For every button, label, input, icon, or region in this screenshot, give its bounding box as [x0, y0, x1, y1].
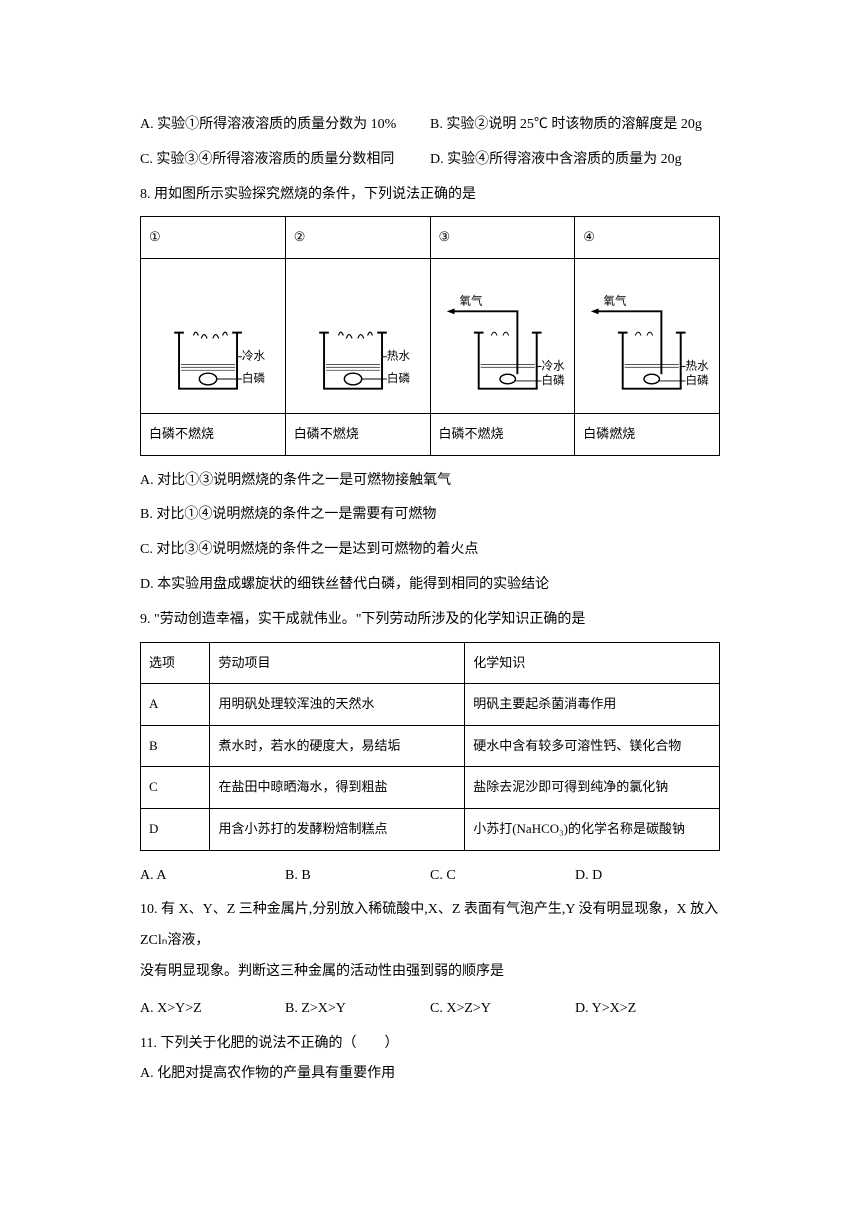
q9-a-2: 用明矾处理较浑浊的天然水 [210, 684, 465, 726]
q8-diagram-1: 冷水 白磷 [141, 258, 286, 413]
q8-option-d: D. 本实验用盘成螺旋状的细铁丝替代白磷，能得到相同的实验结论 [140, 570, 720, 601]
q9-c-1: C [141, 767, 210, 809]
q8-h3: ③ [430, 217, 575, 259]
q9-table: 选项 劳动项目 化学知识 A 用明矾处理较浑浊的天然水 明矾主要起杀菌消毒作用 … [140, 642, 720, 851]
q9-ans-b: B. B [285, 861, 430, 892]
q11-option-a: A. 化肥对提高农作物的产量具有重要作用 [140, 1059, 720, 1090]
q8-option-c: C. 对比③④说明燃烧的条件之一是达到可燃物的着火点 [140, 535, 720, 566]
svg-text:氧气: 氧气 [459, 294, 483, 308]
q9-b-3: 硬水中含有较多可溶性钙、镁化合物 [465, 725, 720, 767]
svg-text:白磷: 白磷 [387, 371, 411, 385]
q8-r1: 白磷不燃烧 [141, 413, 286, 455]
q8-option-b: B. 对比①④说明燃烧的条件之一是需要有可燃物 [140, 500, 720, 531]
q10-opt-b: B. Z>X>Y [285, 994, 430, 1025]
q10-opt-a: A. X>Y>Z [140, 994, 285, 1025]
svg-text:白磷: 白磷 [686, 373, 710, 387]
q8-h1: ① [141, 217, 286, 259]
q9-ans-d: D. D [575, 861, 720, 892]
q10-stem-1: 10. 有 X、Y、Z 三种金属片,分别放入稀硫酸中,X、Z 表面有气泡产生,Y… [140, 895, 720, 957]
q9-c-2: 在盐田中晾晒海水，得到粗盐 [210, 767, 465, 809]
q8-option-a: A. 对比①③说明燃烧的条件之一是可燃物接触氧气 [140, 466, 720, 497]
q9-th-1: 选项 [141, 642, 210, 684]
q8-h4: ④ [575, 217, 720, 259]
q7-option-b: B. 实验②说明 25℃ 时该物质的溶解度是 20g [430, 110, 720, 141]
q8-diagram-2: 热水 白磷 [285, 258, 430, 413]
q9-stem: 9. "劳动创造幸福，实干成就伟业。"下列劳动所涉及的化学知识正确的是 [140, 605, 720, 636]
q9-a-1: A [141, 684, 210, 726]
q8-h2: ② [285, 217, 430, 259]
q9-b-1: B [141, 725, 210, 767]
svg-text:白磷: 白磷 [541, 373, 565, 387]
q10-opt-c: C. X>Z>Y [430, 994, 575, 1025]
q7-option-c: C. 实验③④所得溶液溶质的质量分数相同 [140, 145, 430, 176]
q7-option-a: A. 实验①所得溶液溶质的质量分数为 10% [140, 110, 430, 141]
q9-answers: A. A B. B C. C D. D [140, 861, 720, 892]
q7-options: A. 实验①所得溶液溶质的质量分数为 10% B. 实验②说明 25℃ 时该物质… [140, 110, 720, 141]
svg-text:热水: 热水 [387, 350, 411, 363]
q8-r2: 白磷不燃烧 [285, 413, 430, 455]
q9-b-2: 煮水时，若水的硬度大，易结垢 [210, 725, 465, 767]
svg-text:氧气: 氧气 [604, 294, 628, 308]
q8-diagram-3: 氧气 冷水 白磷 [430, 258, 575, 413]
q8-r4: 白磷燃烧 [575, 413, 720, 455]
svg-text:冷水: 冷水 [242, 350, 266, 363]
q9-th-2: 劳动项目 [210, 642, 465, 684]
q9-th-3: 化学知识 [465, 642, 720, 684]
q10-stem-2: 没有明显现象。判断这三种金属的活动性由强到弱的顺序是 [140, 957, 720, 988]
q9-d-2: 用含小苏打的发酵粉焙制糕点 [210, 808, 465, 850]
q7-option-d: D. 实验④所得溶液中含溶质的质量为 20g [430, 145, 720, 176]
q9-d-1: D [141, 808, 210, 850]
q8-stem: 8. 用如图所示实验探究燃烧的条件，下列说法正确的是 [140, 180, 720, 211]
q9-a-3: 明矾主要起杀菌消毒作用 [465, 684, 720, 726]
q10-opt-d: D. Y>X>Z [575, 994, 720, 1025]
q9-ans-c: C. C [430, 861, 575, 892]
q8-experiment-table: ① ② ③ ④ 冷水 白磷 [140, 216, 720, 455]
q8-r3: 白磷不燃烧 [430, 413, 575, 455]
q11-stem: 11. 下列关于化肥的说法不正确的（ ） [140, 1029, 720, 1060]
q7-options-2: C. 实验③④所得溶液溶质的质量分数相同 D. 实验④所得溶液中含溶质的质量为 … [140, 145, 720, 176]
svg-text:热水: 热水 [686, 360, 710, 373]
q9-c-3: 盐除去泥沙即可得到纯净的氯化钠 [465, 767, 720, 809]
svg-text:冷水: 冷水 [541, 360, 565, 373]
q8-diagram-4: 氧气 热水 白磷 [575, 258, 720, 413]
q9-ans-a: A. A [140, 861, 285, 892]
svg-text:白磷: 白磷 [242, 371, 266, 385]
q10-options: A. X>Y>Z B. Z>X>Y C. X>Z>Y D. Y>X>Z [140, 994, 720, 1025]
q9-d-3: 小苏打(NaHCO₃)的化学名称是碳酸钠 [465, 808, 720, 850]
